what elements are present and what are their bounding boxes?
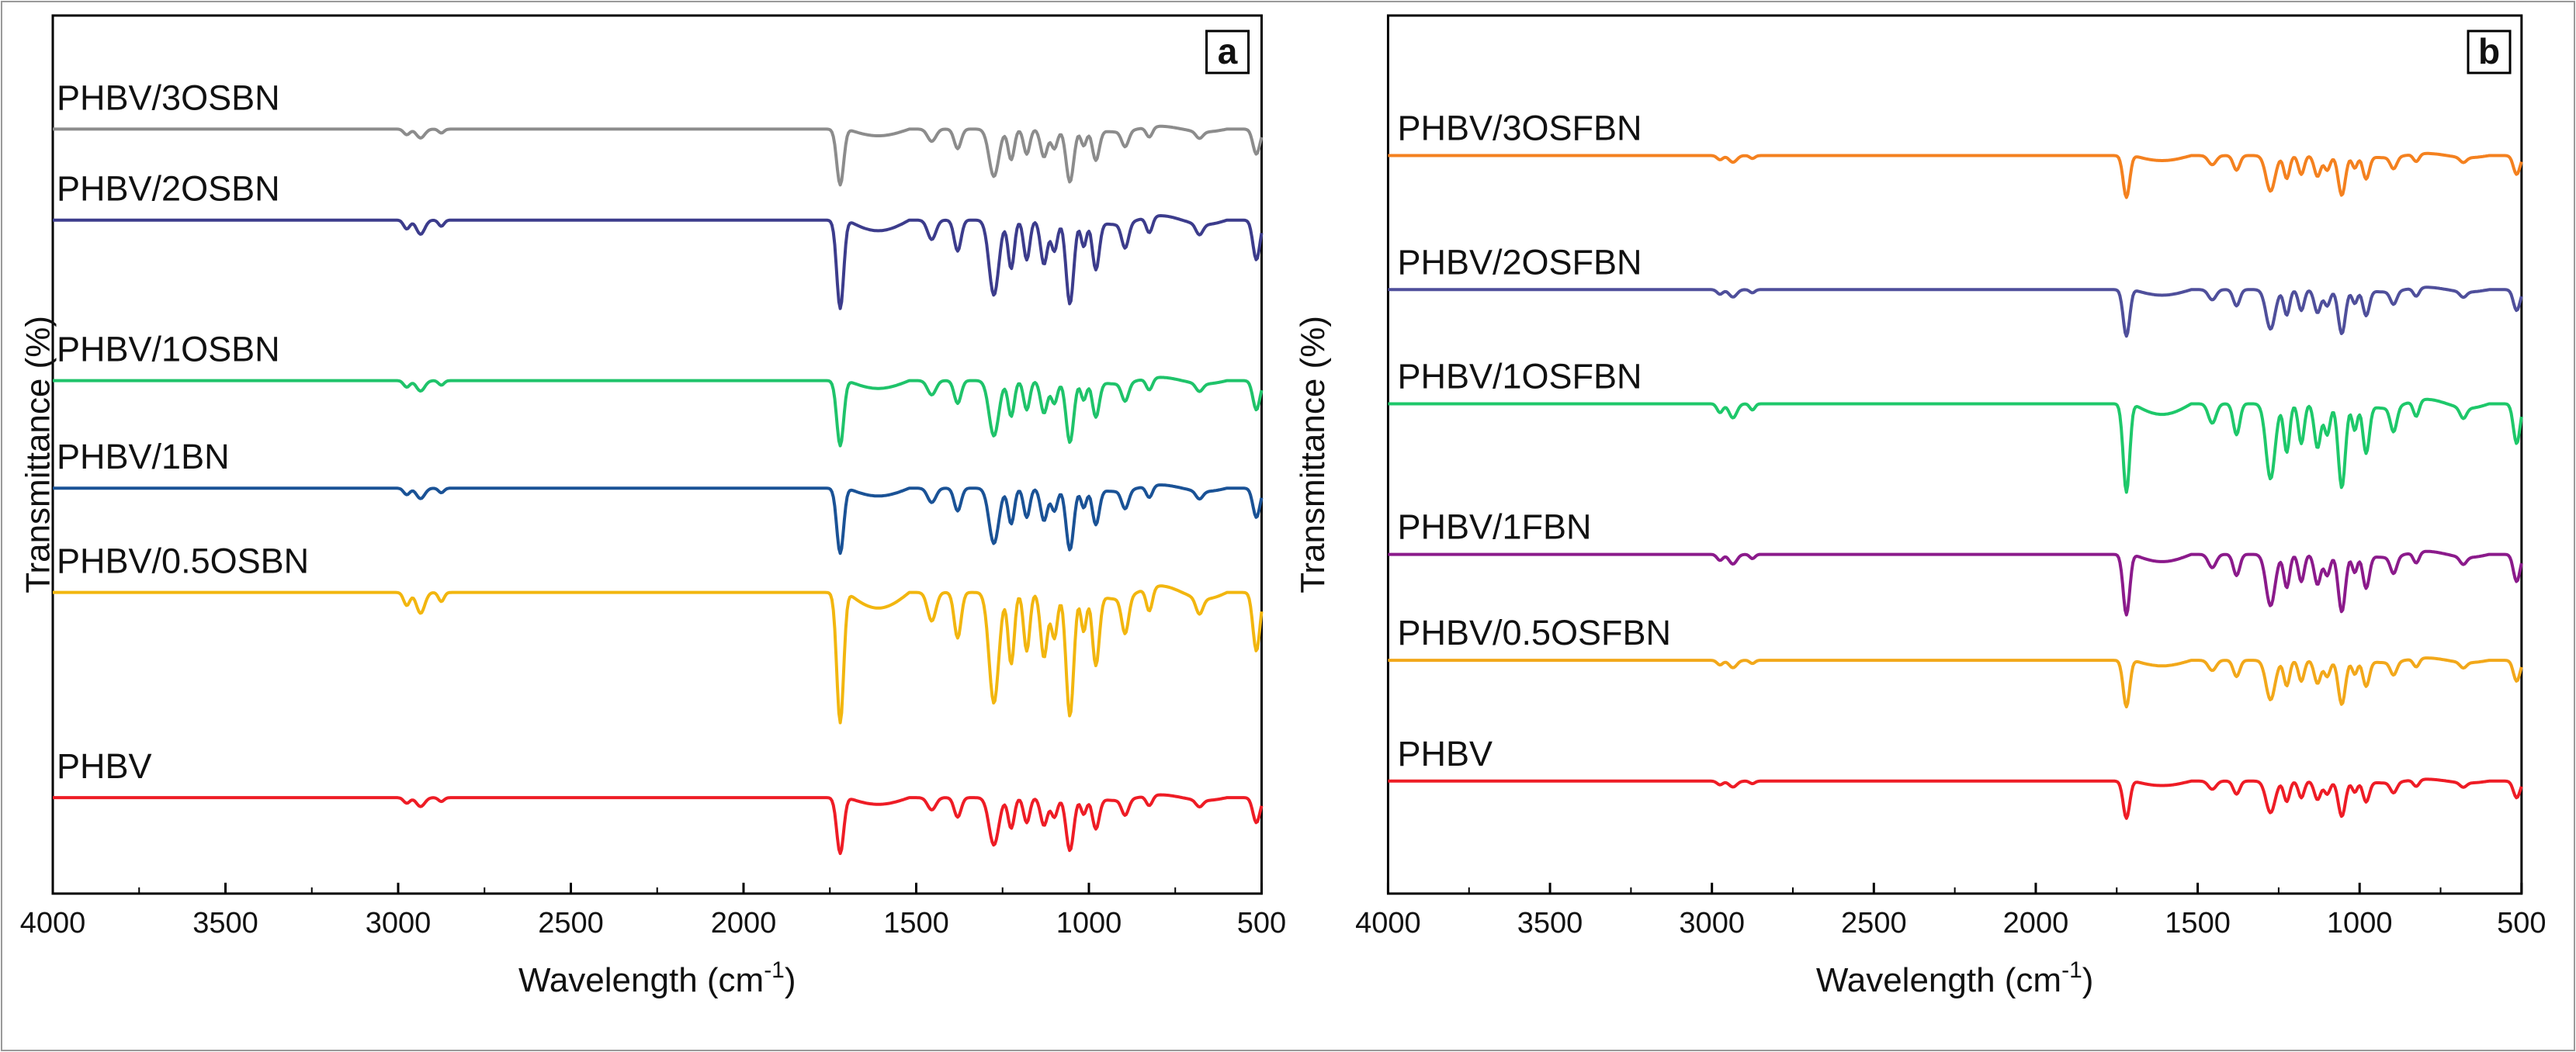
series-label: PHBV (57, 746, 152, 786)
series-label: PHBV/1OSFBN (1397, 356, 1642, 396)
series-label: PHBV/1FBN (1397, 507, 1591, 547)
series-line (52, 375, 1264, 448)
panel-b-chart: 4000 3500 3000 2500 2000 1500 1000 500 Wavelengt… (1294, 14, 2547, 999)
panel-label-box (1205, 29, 1250, 74)
series-label: PHBV/0.5OSBN (57, 542, 309, 581)
x-tick-label: 2500 (1841, 907, 1907, 940)
x-axis-title: Wavelength (cm-1) (1816, 957, 2094, 999)
x-tick-label: 4000 (20, 907, 86, 940)
panel-a-chart: 4000 3500 3000 2500 2000 1500 1000 500 Wavelengt… (19, 14, 1286, 999)
series-label: PHBV (1397, 734, 1493, 773)
series-line (1388, 656, 2523, 709)
series-line (1388, 549, 2523, 617)
x-tick-label: 3000 (1679, 907, 1745, 940)
series-line (52, 124, 1264, 187)
x-tick-label: 500 (2497, 907, 2546, 940)
series-line (1388, 777, 2523, 820)
series-label: PHBV/1BN (57, 437, 230, 476)
x-tick-label: 2000 (2003, 907, 2069, 940)
panel-label: a (1218, 31, 1238, 71)
series-label: PHBV/3OSFBN (1397, 109, 1642, 148)
series-label: PHBV/2OSFBN (1397, 242, 1642, 282)
panel-label: b (2478, 31, 2500, 71)
series-line (1388, 151, 2523, 199)
series-label: PHBV/2OSBN (57, 169, 280, 209)
x-tick-label: 1500 (2165, 907, 2231, 940)
x-tick-label: 3500 (192, 907, 258, 940)
series-line (52, 483, 1264, 555)
x-tick-label: 1000 (2327, 907, 2393, 940)
series-line (52, 793, 1264, 856)
x-tick-label: 4000 (1355, 907, 1421, 940)
x-tick-label: 1500 (883, 907, 949, 940)
series-label: PHBV/0.5OSFBN (1397, 613, 1671, 652)
x-tick-label: 1000 (1056, 907, 1122, 940)
y-axis-title: Transmittance (%) (19, 316, 57, 593)
series-line (52, 214, 1264, 310)
x-tick-label: 2000 (711, 907, 777, 940)
x-axis-title: Wavelength (cm-1) (518, 957, 796, 999)
series-line (1388, 397, 2523, 494)
x-tick-label: 3000 (366, 907, 432, 940)
x-tick-label: 500 (1237, 907, 1286, 940)
series-line (52, 584, 1264, 725)
y-axis-title: Transmittance (%) (1294, 316, 1332, 593)
panel-label-box (2467, 29, 2512, 74)
x-tick-label: 2500 (538, 907, 604, 940)
series-label: PHBV/3OSBN (57, 78, 280, 117)
series-line (1388, 285, 2523, 338)
series-label: PHBV/1OSBN (57, 330, 280, 369)
x-tick-label: 3500 (1517, 907, 1583, 940)
